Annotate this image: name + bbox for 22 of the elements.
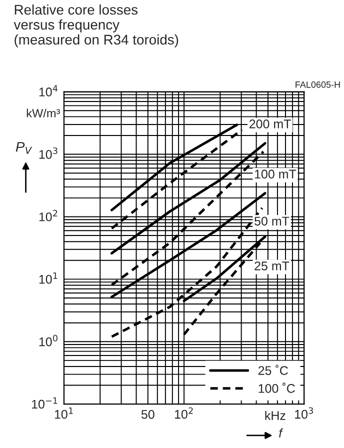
text: kHz <box>265 410 286 420</box>
x-axis-title: f <box>279 428 284 438</box>
x-tick-label: 10$^{2}$ <box>174 407 193 419</box>
y-tick-label: 10$^{3}$ <box>39 147 58 159</box>
x-tick-label: 10$^{3}$ <box>295 407 313 419</box>
chart-title: Relative core losses versus frequency (measured on R34 toroids) <box>14 4 178 48</box>
annotation: 100 mT <box>254 170 296 179</box>
text: FAL0605-H <box>296 81 340 88</box>
annotation: 25 mT <box>254 262 290 270</box>
y-tick-label: 10$^{1}$ <box>39 272 58 284</box>
text: kW/m³ <box>26 108 60 118</box>
y-tick-label: 10$^{0}$ <box>39 334 58 346</box>
x-tick-label: 10$^{1}$ <box>54 407 73 419</box>
x-tick-label: 50 <box>141 410 154 419</box>
y-axis-title: P$_{V}$ <box>16 142 32 154</box>
y-tick-label: 10$^{−1}$ <box>32 397 58 409</box>
annotation: 50 mT <box>254 216 290 226</box>
annotation: 200 mT <box>249 119 291 128</box>
legend-label: 100 ˚C <box>258 382 295 393</box>
y-tick-label: 10$^{4}$ <box>39 85 58 96</box>
legend-label: 25 ˚C <box>258 364 288 375</box>
y-tick-label: 10$^{2}$ <box>39 210 58 222</box>
